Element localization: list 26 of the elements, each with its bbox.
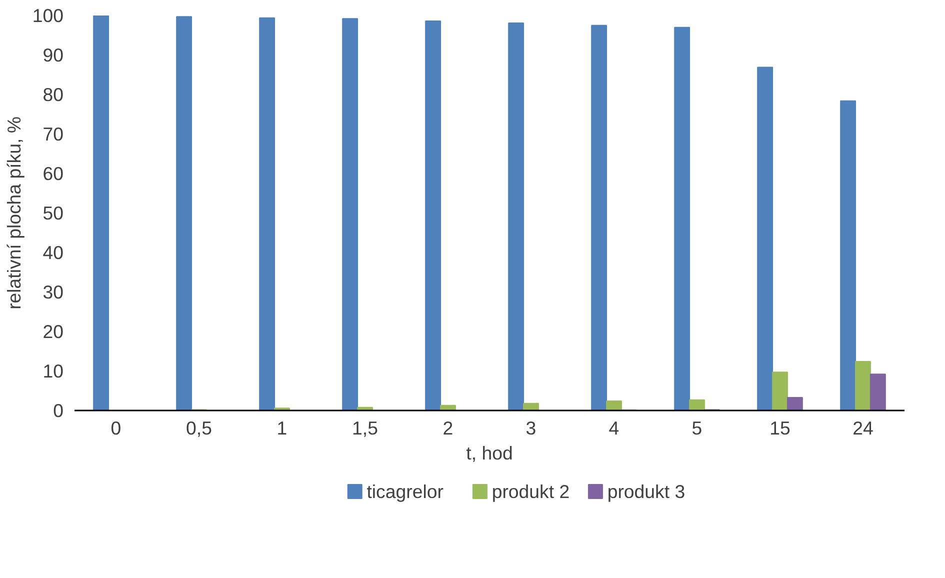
legend-label: ticagrelor (366, 481, 444, 502)
x-axis-title: t, hod (466, 442, 513, 464)
y-tick-label: 30 (42, 282, 64, 302)
y-axis-title: relativní plocha píku, % (3, 116, 24, 310)
y-tick-label: 40 (42, 242, 64, 263)
x-tick-label: 3 (526, 418, 536, 438)
y-tick-label: 100 (32, 5, 64, 26)
x-tick-label: 1,5 (352, 418, 378, 438)
y-tick-label: 80 (42, 84, 64, 105)
legend-label: produkt 2 (492, 481, 570, 502)
x-tick-label: 24 (852, 418, 874, 438)
y-tick-label: 70 (42, 124, 64, 144)
x-tick-label: 1 (276, 418, 288, 438)
y-tick-label: 50 (42, 202, 64, 224)
x-tick-label: 4 (608, 418, 620, 438)
x-tick-label: 5 (692, 418, 702, 438)
y-tick-label: 20 (42, 321, 64, 342)
y-tick-label: 60 (42, 163, 64, 184)
x-tick-label: 0 (110, 418, 122, 438)
legend-label: produkt 3 (607, 481, 686, 502)
x-tick-label: 2 (442, 418, 454, 438)
x-tick-label: 0,5 (186, 418, 212, 438)
y-tick-label: 10 (42, 360, 64, 382)
y-tick-label: 0 (53, 400, 64, 421)
x-tick-label: 15 (770, 418, 790, 438)
y-tick-label: 90 (42, 44, 64, 66)
